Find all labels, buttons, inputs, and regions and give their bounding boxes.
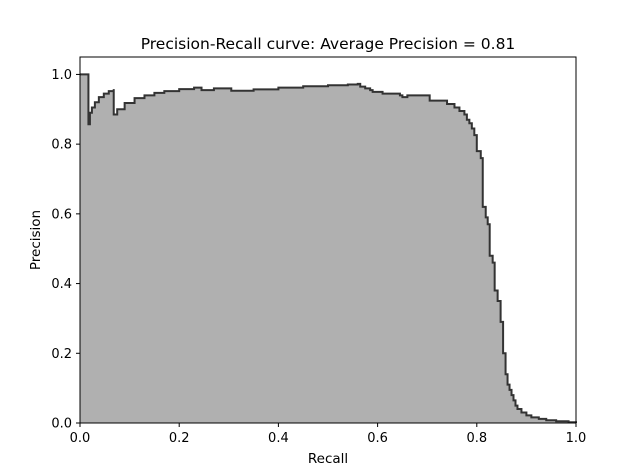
y-tick-label: 0.2 bbox=[51, 347, 72, 362]
y-tick-label: 0.0 bbox=[51, 417, 72, 432]
precision-recall-step-line bbox=[80, 73, 577, 424]
precision-recall-area bbox=[80, 74, 576, 424]
x-axis-label: Recall bbox=[308, 451, 348, 467]
x-tick-label: 1.0 bbox=[566, 431, 587, 446]
y-tick-label: 0.8 bbox=[51, 138, 72, 153]
plot-frame bbox=[79, 56, 577, 424]
y-tick-label: 0.6 bbox=[51, 207, 72, 222]
y-axis-ticks: 0.0 0.2 0.4 0.6 0.8 1.0 bbox=[51, 68, 80, 432]
y-tick-label: 1.0 bbox=[51, 68, 72, 83]
y-axis-label: Precision bbox=[28, 210, 44, 270]
x-tick-label: 0.8 bbox=[466, 431, 487, 446]
y-tick-label: 0.4 bbox=[51, 277, 72, 292]
x-tick-label: 0.6 bbox=[367, 431, 388, 446]
x-tick-label: 0.2 bbox=[169, 431, 190, 446]
chart-title: Precision-Recall curve: Average Precisio… bbox=[141, 35, 516, 53]
x-tick-label: 0.4 bbox=[268, 431, 289, 446]
x-tick-label: 0.0 bbox=[70, 431, 91, 446]
x-axis-ticks: 0.0 0.2 0.4 0.6 0.8 1.0 bbox=[70, 423, 587, 446]
